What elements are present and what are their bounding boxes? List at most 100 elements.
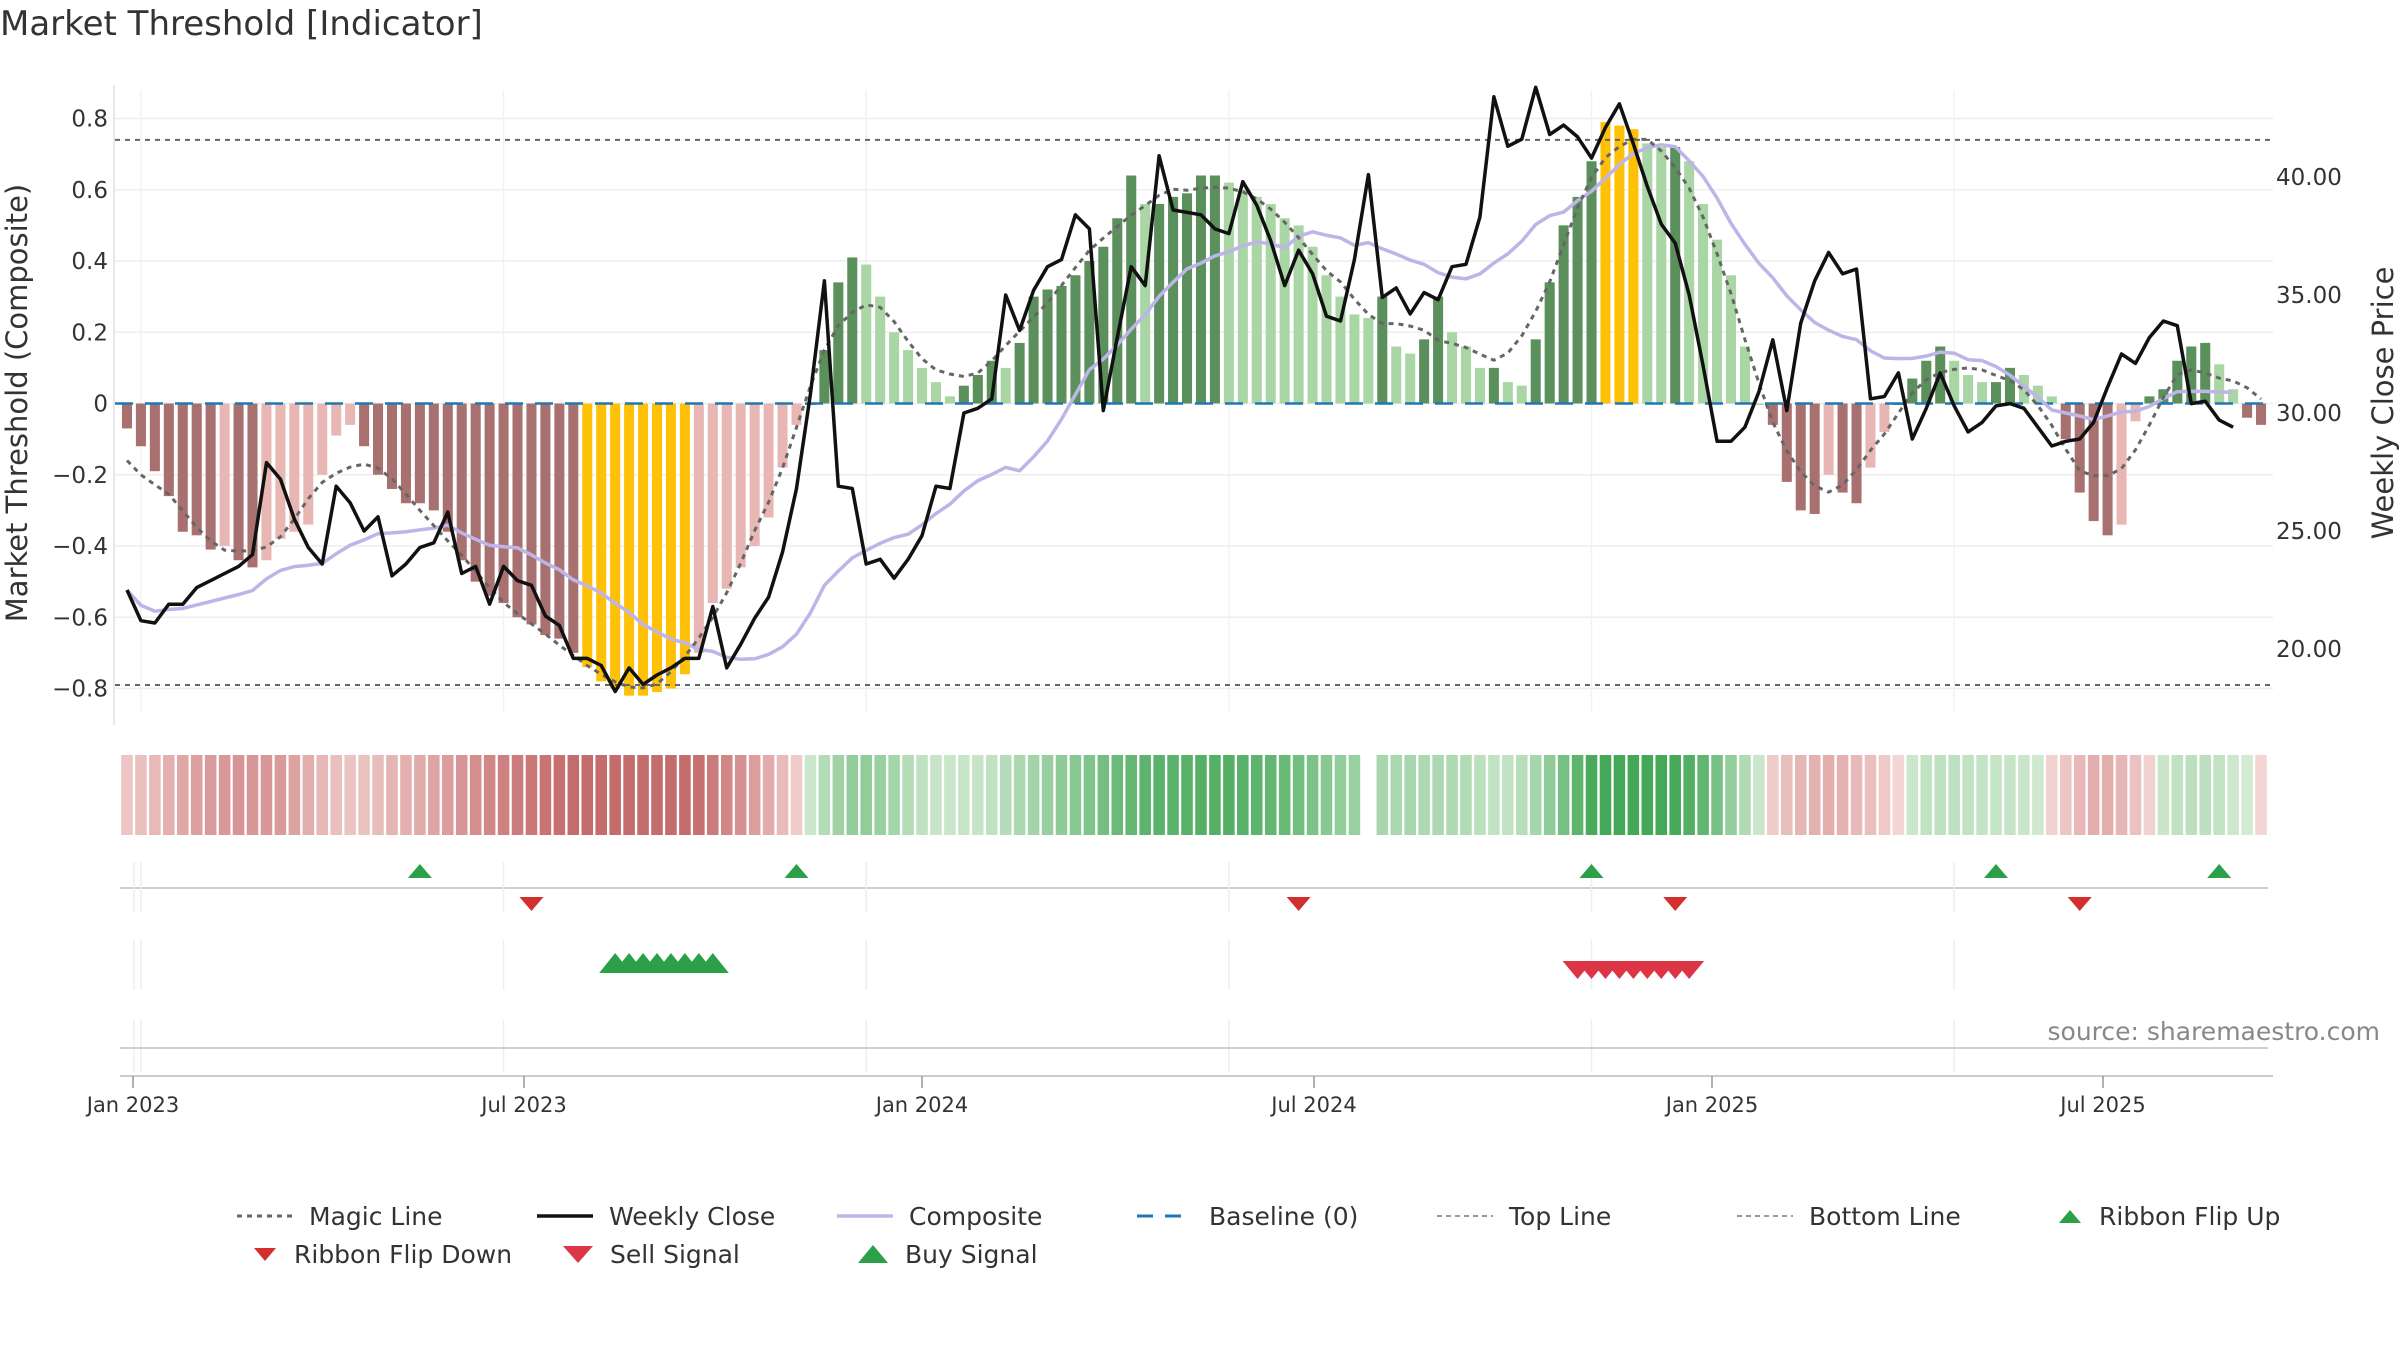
- ribbon-cell: [344, 755, 356, 835]
- ribbon-cell: [1223, 755, 1235, 835]
- ribbon-cell: [1153, 755, 1165, 835]
- ribbon-cell: [400, 755, 412, 835]
- y2-axis-title: Weekly Close Price: [2366, 267, 2400, 540]
- composite-bar: [149, 403, 160, 472]
- composite-bar: [1293, 225, 1304, 404]
- ribbon-cell: [2255, 755, 2267, 835]
- composite-bar: [638, 403, 649, 696]
- composite-bar: [400, 403, 411, 504]
- ribbon-cell: [916, 755, 928, 835]
- ribbon-cell: [860, 755, 872, 835]
- date-tick-label: Jul 2024: [1269, 1093, 1356, 1117]
- ribbon-cell: [1781, 755, 1793, 835]
- ribbon-cell: [246, 755, 259, 835]
- composite-bar: [1042, 289, 1053, 404]
- ribbon-cell: [693, 755, 705, 835]
- ribbon-cell: [1404, 755, 1416, 835]
- ribbon-flip-up-marker: [407, 864, 432, 878]
- composite-bar: [2200, 342, 2211, 404]
- ribbon-cell: [2199, 755, 2212, 835]
- ribbon-cell: [1836, 755, 1849, 835]
- ribbon-cell: [1739, 755, 1751, 835]
- composite-bar: [1767, 403, 1778, 425]
- composite-bar: [2074, 403, 2085, 493]
- composite-bar: [1014, 342, 1025, 404]
- ribbon-cell: [734, 755, 747, 835]
- legend-item-flip-down: Ribbon Flip Down: [250, 1236, 512, 1272]
- date-tick-label: Jan 2023: [85, 1093, 180, 1117]
- ribbon-cell: [1641, 755, 1654, 835]
- ribbon-cell: [665, 755, 677, 835]
- ribbon-cell: [581, 755, 594, 835]
- date-axis-ticks: Jan 2023 Jul 2023 Jan 2024 Jul 2024 Jan 2025…: [85, 1076, 2146, 1117]
- ribbon-cell: [1767, 755, 1779, 835]
- composite-bar: [1195, 175, 1206, 404]
- composite-bar: [1990, 382, 2002, 404]
- ribbon-cell: [2046, 755, 2058, 835]
- y-tick-label: 0.2: [71, 320, 108, 346]
- composite-bar: [944, 396, 955, 404]
- flip-up-legend-icon: [2055, 1206, 2099, 1226]
- ribbon-cell: [1488, 755, 1500, 835]
- composite-bar: [861, 264, 872, 404]
- legend-item-top: Top Line: [1435, 1198, 1611, 1234]
- composite-bar: [1056, 285, 1067, 404]
- ribbon-cell: [358, 755, 370, 835]
- composite-bar: [930, 382, 941, 404]
- legend-label: Ribbon Flip Up: [2099, 1201, 2281, 1231]
- ribbon-cell: [1557, 755, 1570, 835]
- y-tick-label: −0.6: [52, 605, 108, 631]
- composite-bar: [1419, 339, 1430, 404]
- composite-bar: [847, 257, 858, 404]
- ribbon-cell: [1460, 755, 1472, 835]
- composite-bar: [498, 403, 509, 603]
- ribbon-cell: [1934, 755, 1946, 835]
- ribbon-cell: [1139, 755, 1151, 835]
- legend-item-buy: Buy Signal: [855, 1236, 1038, 1272]
- composite-bar: [1237, 189, 1248, 404]
- source-label: source: sharemaestro.com: [2048, 1017, 2381, 1046]
- ribbon-cell: [1376, 755, 1389, 835]
- legend-item-close: Weekly Close: [535, 1198, 775, 1234]
- composite-bar: [1530, 339, 1541, 404]
- ribbon-cell: [1613, 755, 1626, 835]
- ribbon-cell: [1627, 755, 1640, 835]
- ribbon-cell: [2185, 755, 2198, 835]
- ribbon-cell: [386, 755, 398, 835]
- composite-bar: [1168, 196, 1179, 404]
- composite-bar: [1000, 367, 1011, 404]
- composite-bar: [540, 403, 551, 636]
- composite-bar: [1307, 246, 1318, 404]
- ribbon-cell: [1306, 755, 1319, 835]
- composite-bar: [1725, 275, 1737, 404]
- composite-bar: [735, 403, 746, 568]
- legend-label: Bottom Line: [1809, 1201, 1961, 1231]
- ribbon-cell: [1892, 755, 1905, 835]
- ribbon-cell: [1027, 755, 1040, 835]
- ribbon-cell: [149, 755, 161, 835]
- ribbon-cell: [1418, 755, 1430, 835]
- ribbon-cell: [1013, 755, 1026, 835]
- ribbon-cell: [944, 755, 956, 835]
- ribbon-cell: [1181, 755, 1193, 835]
- composite-bar: [331, 403, 342, 436]
- buy-signal-marker: [696, 953, 729, 973]
- composite-bar: [373, 403, 384, 475]
- ribbon-cell: [1920, 755, 1933, 835]
- composite-bar: [791, 403, 802, 425]
- ribbon-cell: [553, 755, 566, 835]
- composite-bar: [1670, 147, 1681, 404]
- y2-tick-label: 30.00: [2276, 401, 2342, 427]
- ribbon-cell: [637, 755, 649, 835]
- composite-bar: [1321, 275, 1332, 404]
- composite-bar: [1572, 196, 1583, 404]
- ribbon-cell: [442, 755, 454, 835]
- ribbon-cell: [1069, 755, 1082, 835]
- composite-bar: [2116, 403, 2127, 525]
- ribbon-cell: [1209, 755, 1221, 835]
- ribbon-cell: [2059, 755, 2072, 835]
- top-legend-icon: [1435, 1206, 1509, 1226]
- legend-label: Weekly Close: [609, 1201, 776, 1231]
- ribbon-cell: [1794, 755, 1807, 835]
- ribbon-cell: [190, 755, 203, 835]
